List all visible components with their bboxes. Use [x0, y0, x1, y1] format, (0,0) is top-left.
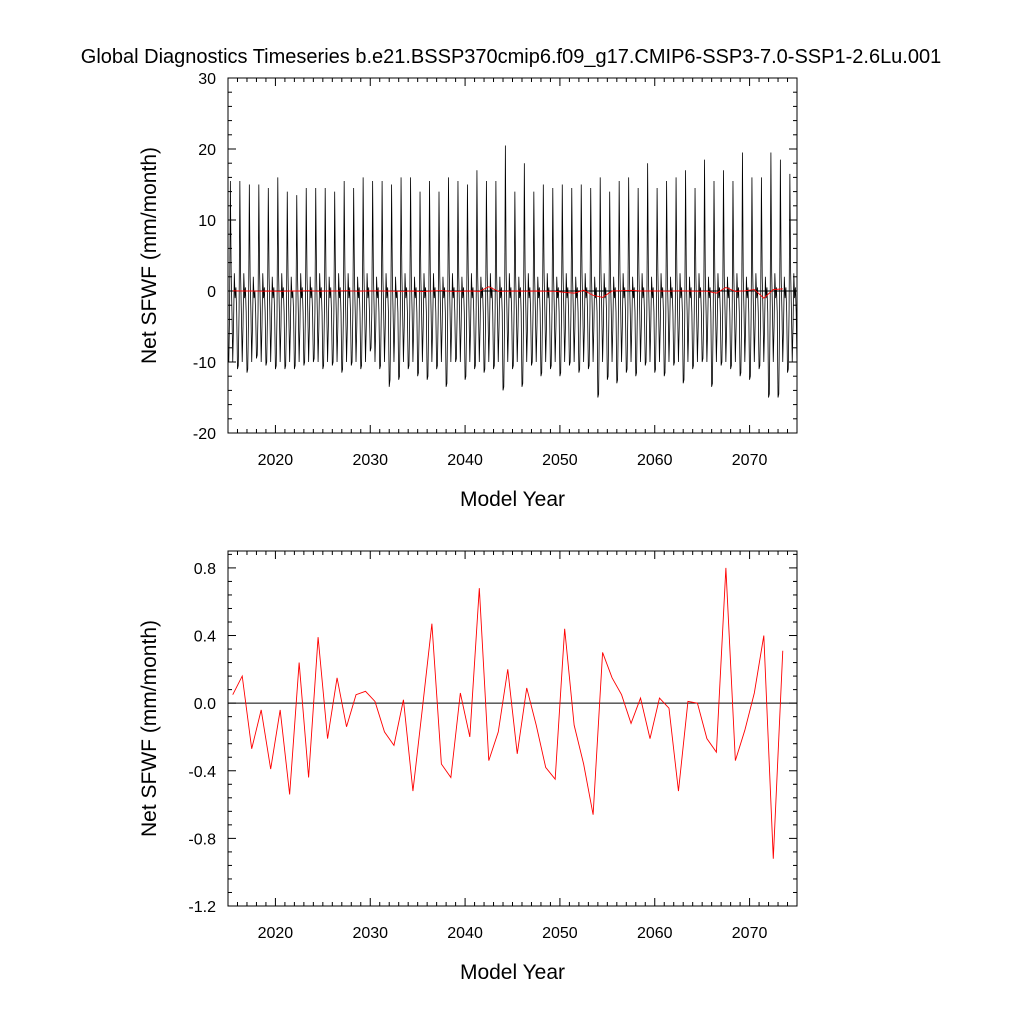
x-tick-label: 2050	[542, 925, 578, 942]
y-tick-label: 10	[198, 213, 216, 230]
x-tick-label: 2030	[352, 452, 388, 469]
y-tick-label: 0.0	[194, 696, 216, 713]
x-tick-label: 2040	[447, 452, 483, 469]
x-tick-label: 2070	[732, 452, 768, 469]
y-tick-label: -20	[193, 426, 216, 443]
annual-series-line	[232, 567, 784, 859]
y-tick-label: 0.4	[194, 629, 216, 646]
y-tick-label: -0.8	[188, 831, 216, 848]
annual-series-line	[232, 286, 783, 299]
x-tick-label: 2060	[637, 452, 673, 469]
y-tick-label: 20	[198, 142, 216, 159]
x-tick-label: 2030	[352, 925, 388, 942]
y-tick-label: 30	[198, 71, 216, 88]
chart-title: Global Diagnostics Timeseries b.e21.BSSP…	[81, 46, 941, 68]
top-panel: 2020 2030 2040 2050 2060 2070-20-100102030Mod…	[138, 71, 798, 511]
y-tick-label: -10	[193, 355, 216, 372]
y-tick-label: 0	[207, 284, 216, 301]
bottom-panel: 2020 2030 2040 2050 2060 2070 -1.2 -0.8 -0.4 0.0 0…	[138, 550, 798, 984]
y-tick-label: -1.2	[188, 899, 216, 916]
x-tick-label: 2020	[258, 452, 294, 469]
x-tick-label: 2050	[542, 452, 578, 469]
x-tick-label: 2070	[732, 925, 768, 942]
x-tick-label: 2060	[637, 925, 673, 942]
x-axis-label: Model Year	[460, 488, 565, 511]
x-axis-label: Model Year	[460, 961, 565, 984]
monthly-series-line	[228, 145, 797, 398]
x-tick-label: 2020	[258, 925, 294, 942]
y-tick-label: -0.4	[188, 764, 216, 781]
y-tick-label: 0.8	[194, 561, 216, 578]
x-tick-label: 2040	[447, 925, 483, 942]
y-axis-label: Net SFWF (mm/month)	[138, 147, 161, 364]
y-axis-label: Net SFWF (mm/month)	[138, 620, 161, 837]
plot-frame	[227, 550, 798, 907]
